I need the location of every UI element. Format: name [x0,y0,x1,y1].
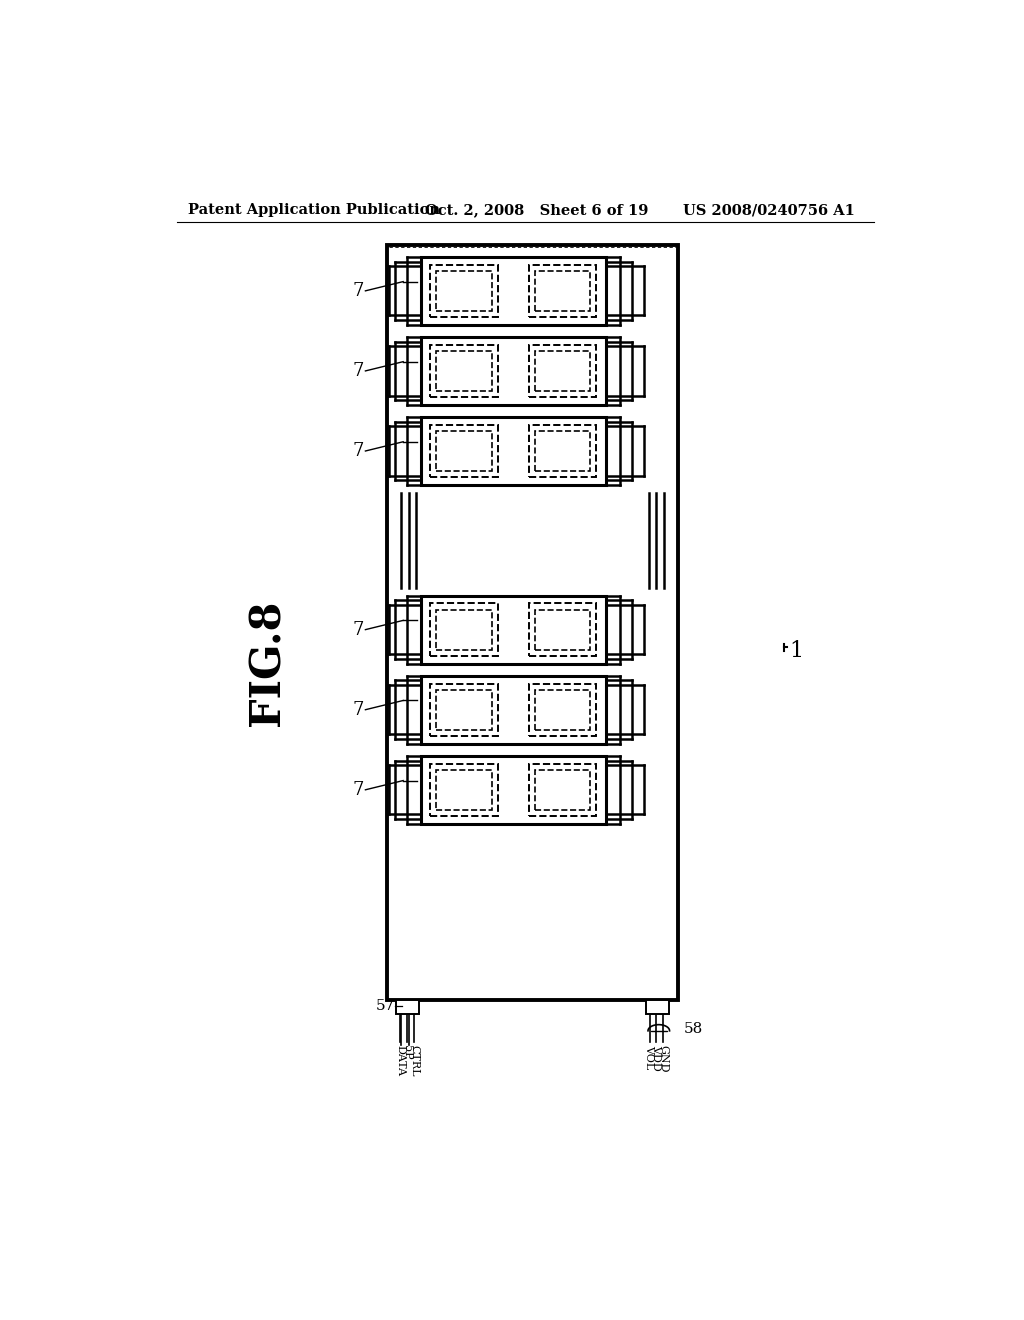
Text: GND: GND [658,1045,669,1073]
Bar [535,770,590,810]
Text: 7: 7 [352,362,364,380]
Bar [421,337,605,405]
Bar [436,770,492,810]
Bar [421,595,605,664]
Bar [528,684,596,737]
Bar [436,271,492,312]
Bar [430,265,498,317]
Bar [535,351,590,391]
Bar [421,756,605,824]
Bar [528,763,596,816]
Text: 1: 1 [788,640,803,663]
Bar [421,676,605,743]
Bar [421,257,605,325]
Bar [535,610,590,649]
Text: 57: 57 [376,999,394,1014]
Bar [430,684,498,737]
Bar [535,689,590,730]
Text: VDD: VDD [651,1045,662,1072]
Text: 5P: 5P [402,1045,412,1060]
Text: 7: 7 [352,781,364,799]
Bar [528,265,596,317]
Bar [535,432,590,471]
Text: Oct. 2, 2008   Sheet 6 of 19: Oct. 2, 2008 Sheet 6 of 19 [425,203,649,216]
Text: DATA: DATA [395,1045,406,1076]
Bar [421,417,605,484]
Bar [646,1001,669,1014]
Text: 58: 58 [684,1022,703,1036]
Text: 7: 7 [352,701,364,718]
Bar [436,689,492,730]
Text: Patent Application Publication: Patent Application Publication [188,203,440,216]
Bar [387,246,678,1001]
Bar [396,1001,419,1014]
Bar [436,351,492,391]
Bar [528,603,596,656]
Bar [436,610,492,649]
Text: 7: 7 [352,442,364,459]
Text: US 2008/0240756 A1: US 2008/0240756 A1 [683,203,855,216]
Bar [430,345,498,397]
Bar [528,425,596,478]
Bar [430,425,498,478]
Bar [535,271,590,312]
Bar [430,763,498,816]
Bar [528,345,596,397]
Text: 7: 7 [352,620,364,639]
Bar [436,432,492,471]
Text: VOL: VOL [644,1045,654,1069]
Text: CTRL: CTRL [409,1045,419,1077]
Text: FIG.8: FIG.8 [247,599,289,726]
Bar [430,603,498,656]
Text: 7: 7 [352,282,364,300]
